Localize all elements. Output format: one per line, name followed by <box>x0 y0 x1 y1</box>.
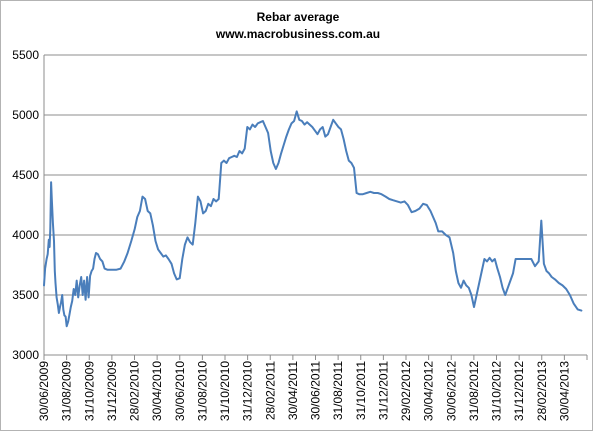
x-tick-label: 31/12/2009 <box>105 361 119 421</box>
series-line-0 <box>43 110 583 328</box>
chart-subtitle: www.macrobusiness.com.au <box>215 27 380 41</box>
x-tick-label: 31/12/2012 <box>512 361 526 421</box>
x-tick-label: 31/08/2011 <box>331 361 345 420</box>
chart-title: Rebar average <box>257 10 340 24</box>
x-tick-label: 30/06/2010 <box>173 361 187 421</box>
series-layer <box>43 110 583 328</box>
x-tick-label: 30/04/2010 <box>150 361 164 421</box>
x-tick-label: 28/02/2011 <box>263 361 277 420</box>
x-tick-label: 31/08/2009 <box>60 361 74 421</box>
x-tick-label: 30/06/2011 <box>309 361 323 420</box>
x-tick-label: 31/12/2010 <box>241 361 255 421</box>
x-tick-label: 30/06/2009 <box>37 361 51 421</box>
x-tick-label: 31/10/2012 <box>490 361 504 421</box>
y-tick-label: 5000 <box>12 108 39 122</box>
x-tick-label: 30/04/2011 <box>286 361 300 420</box>
x-tick-label: 30/04/2012 <box>422 361 436 421</box>
x-tick-label: 31/12/2011 <box>376 361 390 420</box>
gridlines <box>44 54 587 296</box>
x-tick-label: 31/08/2010 <box>195 361 209 421</box>
y-tick-label: 5500 <box>12 48 39 62</box>
x-tick-label: 31/08/2012 <box>467 361 481 421</box>
x-tick-label: 28/02/2010 <box>128 361 142 421</box>
x-tick-label: 30/04/2013 <box>557 361 571 421</box>
x-tick-label: 31/10/2009 <box>82 361 96 421</box>
y-tick-label: 4500 <box>12 168 39 182</box>
x-tick-label: 31/10/2010 <box>218 361 232 421</box>
x-tick-label: 28/02/2013 <box>535 361 549 421</box>
x-tick-label: 29/02/2012 <box>399 361 413 421</box>
y-tick-label: 3000 <box>12 348 39 362</box>
x-axis-tick-labels: 30/06/2009 31/08/2009 31/10/2009 31/12/2009… <box>37 355 588 421</box>
y-axis-tick-labels: 3000 3500 4000 4500 5000 5500 <box>12 48 39 362</box>
x-tick-label: 30/06/2012 <box>444 361 458 421</box>
axes <box>43 55 587 356</box>
y-tick-label: 4000 <box>12 228 39 242</box>
x-tick-label: 31/10/2011 <box>354 361 368 420</box>
y-tick-label: 3500 <box>12 288 39 302</box>
